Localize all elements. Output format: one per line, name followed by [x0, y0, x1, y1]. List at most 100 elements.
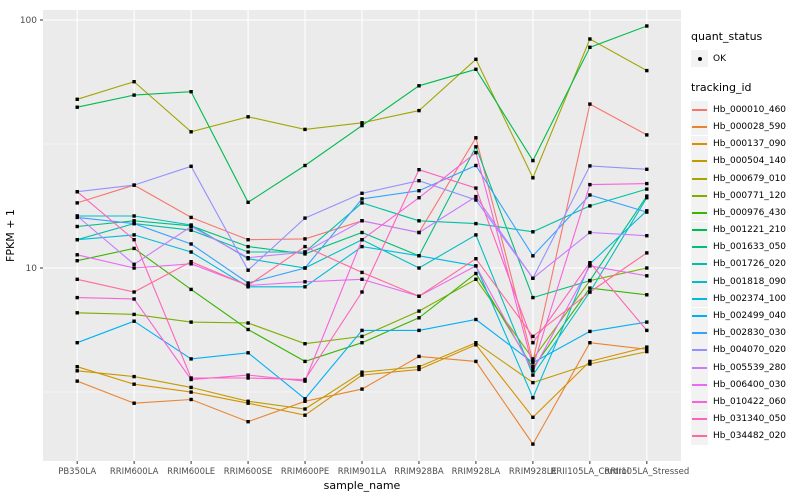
- data-point: [189, 250, 193, 254]
- data-point: [645, 210, 649, 214]
- series-color-swatch: [692, 125, 707, 128]
- data-point: [588, 37, 592, 41]
- data-point: [645, 293, 649, 297]
- data-point: [531, 230, 535, 234]
- legend-item-Hb_000771_120: Hb_000771_120: [691, 187, 799, 205]
- data-point: [189, 164, 193, 168]
- data-point: [360, 370, 364, 374]
- legend-item-Hb_031340_050: Hb_031340_050: [691, 410, 799, 428]
- data-point: [417, 294, 421, 298]
- legend-item-Hb_034482_020: Hb_034482_020: [691, 427, 799, 445]
- data-point: [303, 266, 307, 270]
- legend-item-Hb_001818_090: Hb_001818_090: [691, 273, 799, 291]
- data-point: [645, 24, 649, 28]
- data-point: [474, 57, 478, 61]
- data-point: [303, 377, 307, 382]
- series-color-swatch: [692, 211, 707, 214]
- data-point: [303, 237, 307, 241]
- data-point: [588, 45, 592, 49]
- data-point: [531, 373, 535, 377]
- legend-series-label: Hb_000010_460: [713, 104, 787, 115]
- legend-series-label: Hb_000504_140: [713, 156, 787, 167]
- data-point: [303, 250, 307, 254]
- data-point: [417, 219, 421, 223]
- data-point: [246, 376, 250, 380]
- data-point: [189, 262, 193, 266]
- data-point: [75, 105, 79, 109]
- data-point: [645, 181, 649, 186]
- legend-key-line: [691, 273, 708, 291]
- data-point: [417, 266, 421, 270]
- data-point: [132, 93, 136, 97]
- data-point: [132, 233, 136, 237]
- data-point: [246, 399, 250, 403]
- legend-key-line: [691, 307, 708, 325]
- legend-key-line: [691, 255, 708, 273]
- data-point: [645, 68, 649, 73]
- data-point: [75, 369, 79, 373]
- data-point: [246, 238, 250, 242]
- legend-key-line: [691, 204, 708, 222]
- data-point: [360, 244, 364, 249]
- point-marker-icon: [697, 56, 702, 61]
- data-point: [189, 90, 193, 94]
- data-point: [588, 102, 592, 106]
- data-point: [588, 193, 592, 197]
- legend-item-ok: OK: [691, 50, 799, 68]
- legend-series-label: Hb_004070_020: [713, 345, 787, 356]
- data-point: [531, 276, 535, 280]
- legend-series-label: Hb_001818_090: [713, 276, 787, 287]
- legend-series-label: Hb_000679_010: [713, 173, 787, 184]
- data-point: [417, 367, 421, 372]
- legend-tracking-id: tracking_id Hb_000010_460 Hb_000028_590 Hb…: [691, 81, 799, 445]
- data-point: [645, 234, 649, 238]
- data-point: [189, 224, 193, 229]
- data-point: [474, 136, 478, 140]
- legend-label-ok: OK: [713, 53, 726, 64]
- data-point: [75, 214, 79, 218]
- legend-item-Hb_000976_430: Hb_000976_430: [691, 204, 799, 222]
- x-tick-label: RRIM928BA: [394, 467, 444, 477]
- data-point: [531, 176, 535, 180]
- series-color-swatch: [692, 400, 707, 403]
- legend-item-Hb_001633_050: Hb_001633_050: [691, 238, 799, 256]
- x-tick-label: RRIM901LA: [338, 467, 387, 477]
- data-point: [417, 189, 421, 193]
- data-point: [189, 376, 193, 380]
- series-color-swatch: [692, 297, 707, 300]
- data-point: [588, 286, 592, 290]
- data-point: [474, 264, 478, 268]
- data-point: [531, 295, 535, 300]
- legend-key-point: [691, 50, 708, 68]
- data-point: [474, 341, 478, 345]
- data-point: [645, 196, 649, 200]
- data-point: [75, 295, 79, 300]
- legend-item-Hb_001726_020: Hb_001726_020: [691, 255, 799, 273]
- data-point: [246, 321, 250, 325]
- series-color-swatch: [692, 263, 707, 266]
- legend-series-label: Hb_001633_050: [713, 242, 787, 253]
- x-tick-label: RRIM600LA: [110, 467, 159, 477]
- legend-item-Hb_000679_010: Hb_000679_010: [691, 170, 799, 188]
- data-point: [303, 413, 307, 417]
- data-point: [531, 442, 535, 446]
- series-color-swatch: [692, 177, 707, 180]
- legend-series-label: Hb_001726_020: [713, 259, 787, 270]
- data-point: [303, 252, 307, 256]
- data-point: [645, 274, 649, 278]
- legend-key-line: [691, 341, 708, 359]
- data-point: [132, 290, 136, 294]
- data-point: [246, 283, 250, 288]
- legend-title-tracking-id: tracking_id: [691, 81, 752, 95]
- y-tick-label: 10: [26, 264, 38, 274]
- data-point: [588, 264, 592, 268]
- data-point: [417, 84, 421, 88]
- data-point: [75, 190, 79, 194]
- data-point: [303, 216, 307, 220]
- legend-key-line: [691, 152, 708, 170]
- data-point: [645, 349, 649, 354]
- legend-item-Hb_002499_040: Hb_002499_040: [691, 307, 799, 325]
- data-point: [531, 380, 535, 385]
- x-tick-label: RRIM600PE: [281, 467, 329, 477]
- data-point: [474, 221, 478, 226]
